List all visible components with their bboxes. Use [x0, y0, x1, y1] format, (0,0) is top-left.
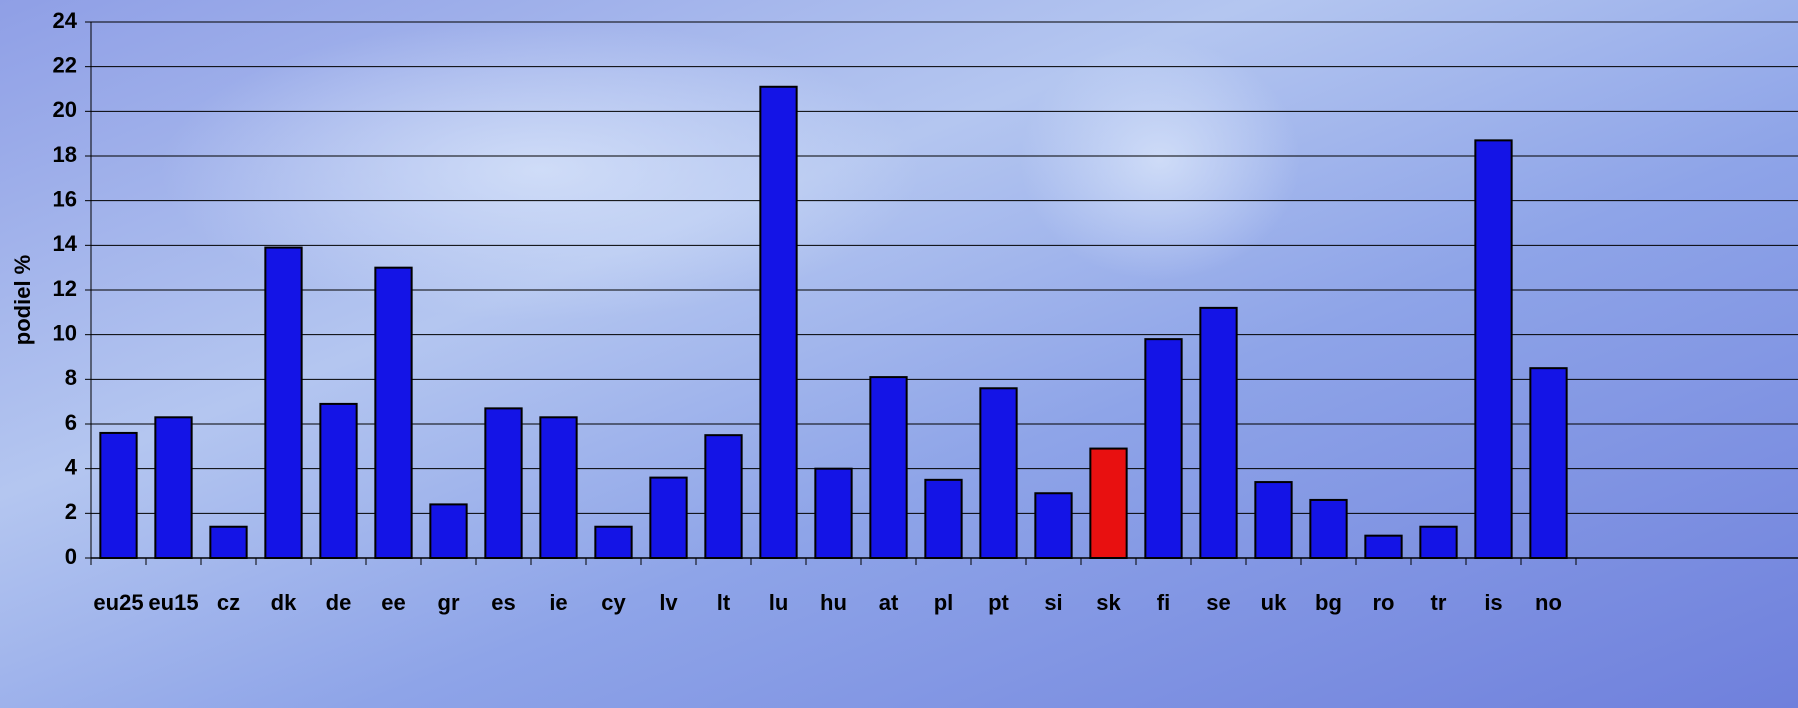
y-tick-label: 2	[65, 499, 77, 524]
bar	[1364, 534, 1403, 560]
x-tick-label: at	[879, 590, 899, 615]
y-tick-label: 24	[53, 8, 78, 33]
x-tick-label: sk	[1096, 590, 1121, 615]
x-tick-label: eu25	[93, 590, 143, 615]
y-tick-label: 14	[53, 231, 78, 256]
y-tick-label: 10	[53, 320, 77, 345]
x-tick-label: lu	[769, 590, 789, 615]
x-tick-label: eu15	[148, 590, 198, 615]
x-tick-label: pl	[934, 590, 954, 615]
y-tick-label: 6	[65, 410, 77, 435]
x-tick-label: uk	[1261, 590, 1287, 615]
x-tick-label: is	[1484, 590, 1502, 615]
x-tick-label: cy	[601, 590, 626, 615]
bar	[1089, 447, 1128, 560]
bar	[99, 431, 138, 559]
bar	[814, 467, 853, 559]
bar	[979, 387, 1018, 559]
background-shape	[1020, 40, 1300, 280]
x-tick-label: hu	[820, 590, 847, 615]
bar	[1474, 139, 1513, 559]
x-tick-label: gr	[438, 590, 460, 615]
bar	[1309, 498, 1348, 559]
x-tick-label: ie	[549, 590, 567, 615]
bar	[154, 416, 193, 559]
bar	[869, 376, 908, 559]
x-tick-label: pt	[988, 590, 1009, 615]
bar	[594, 525, 633, 560]
x-tick-label: si	[1044, 590, 1062, 615]
bar	[924, 478, 963, 560]
bar	[759, 85, 798, 560]
x-tick-label: de	[326, 590, 352, 615]
bar	[1254, 481, 1293, 560]
bar	[1199, 306, 1238, 559]
bar	[264, 246, 303, 559]
bar	[484, 407, 523, 559]
x-tick-label: tr	[1431, 590, 1447, 615]
x-tick-label: lt	[717, 590, 731, 615]
y-tick-label: 22	[53, 52, 77, 77]
x-tick-label: ee	[381, 590, 405, 615]
bar	[1034, 492, 1073, 560]
y-tick-label: 16	[53, 186, 77, 211]
y-tick-label: 12	[53, 276, 77, 301]
bar	[1144, 338, 1183, 559]
y-tick-label: 0	[65, 544, 77, 569]
x-tick-label: dk	[271, 590, 297, 615]
x-tick-label: ro	[1373, 590, 1395, 615]
x-tick-label: bg	[1315, 590, 1342, 615]
y-tick-label: 8	[65, 365, 77, 390]
y-tick-label: 18	[53, 142, 77, 167]
bar	[429, 503, 468, 559]
bar	[1419, 525, 1458, 560]
y-axis-label: podiel %	[10, 255, 35, 345]
x-tick-label: cz	[217, 590, 240, 615]
bar	[704, 434, 743, 559]
bar	[209, 525, 248, 560]
bar	[319, 402, 358, 559]
bar	[649, 476, 688, 560]
x-tick-label: no	[1535, 590, 1562, 615]
y-tick-label: 4	[65, 454, 78, 479]
x-tick-label: se	[1206, 590, 1230, 615]
x-tick-label: es	[491, 590, 515, 615]
bar	[374, 266, 413, 559]
x-tick-label: lv	[659, 590, 678, 615]
x-tick-label: fi	[1157, 590, 1170, 615]
bar	[539, 416, 578, 559]
y-tick-label: 20	[53, 97, 77, 122]
bar	[1529, 367, 1568, 559]
